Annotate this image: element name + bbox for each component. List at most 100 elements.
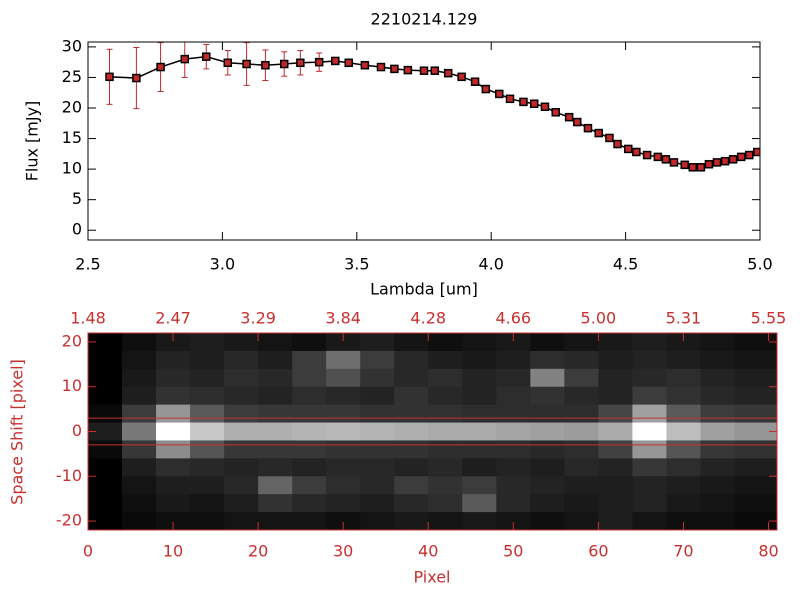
x2-tick-label: 5.31 (666, 309, 702, 328)
pixel-cell (122, 458, 157, 477)
pixel-cell (190, 494, 225, 513)
pixel-cell (326, 476, 361, 495)
pixel-cell (564, 350, 599, 370)
pixel-cell (530, 333, 565, 352)
pixel-cell (88, 422, 123, 441)
pixel-cell (598, 404, 633, 424)
point (390, 64, 399, 74)
point (419, 66, 429, 75)
pixel-cell (530, 422, 565, 441)
x2-tick-label: 4.28 (410, 309, 446, 328)
pixel-cell (326, 512, 361, 530)
pixel-cell (190, 476, 225, 495)
pixel-cell (292, 494, 327, 513)
pixel-cell (292, 476, 327, 495)
pixel-cell (156, 422, 191, 441)
pixel-cell (88, 458, 123, 477)
pixel-cell (598, 440, 633, 459)
pixel-cell (394, 333, 429, 352)
pixel-cell (632, 440, 667, 459)
point (572, 117, 582, 127)
plot-frame (87, 41, 761, 241)
point (443, 68, 453, 78)
x-axis-label: Pixel (413, 568, 450, 587)
pixel-cell (224, 476, 259, 495)
pixel-cell (496, 440, 531, 459)
point (632, 147, 641, 157)
point (753, 147, 760, 157)
pixel-cell (428, 333, 463, 352)
x-tick-label: 5.0 (747, 255, 772, 274)
pixel-cell (530, 368, 565, 388)
pixel-cell (326, 422, 361, 441)
x-tick-label: 10 (163, 542, 183, 561)
pixel-cell (598, 333, 633, 352)
point (661, 155, 671, 164)
y-tick-label: 30 (62, 36, 82, 55)
pixel-cell (326, 368, 361, 388)
point (180, 54, 190, 64)
x-tick-label: 4.5 (613, 255, 638, 274)
pixel-cell (598, 386, 633, 406)
pixel-cell (734, 404, 777, 424)
pixel-cell (258, 350, 293, 370)
pixel-cell (700, 350, 735, 370)
pixel-cell (190, 422, 225, 441)
pixel-cell (598, 512, 633, 530)
y-tick-label: 0 (72, 421, 82, 440)
pixel-cell (700, 458, 735, 477)
pixel-cell (428, 422, 463, 441)
pixel-cell (224, 440, 259, 459)
pixel-cell (156, 494, 191, 513)
pixel-cell (666, 512, 701, 530)
pixel-cell (530, 350, 565, 370)
point (594, 128, 603, 138)
pixel-cell (292, 333, 327, 352)
pixel-cell (394, 386, 429, 406)
pixel-cell (530, 440, 565, 459)
pixel-cell (598, 422, 633, 441)
x2-tick-label: 2.47 (155, 309, 191, 328)
point (551, 108, 560, 117)
pixel-cell (122, 368, 157, 388)
pixel-cell (360, 494, 395, 513)
point (642, 150, 652, 160)
pixel-cell (666, 440, 701, 459)
pixel-cell (632, 494, 667, 513)
pixel-cell (394, 494, 429, 513)
point (105, 72, 114, 82)
y-tick-label: 15 (62, 128, 82, 147)
pixel-cell (462, 404, 497, 424)
pixel-cell (326, 458, 361, 477)
pixel-cell (496, 404, 531, 424)
point (403, 65, 413, 75)
x-tick-label: 3.0 (210, 255, 235, 274)
x2-tick-label: 3.84 (325, 309, 361, 328)
pixel-cell (88, 333, 123, 352)
pixel-cell (564, 386, 599, 406)
point (519, 97, 528, 107)
pixel-cell (88, 494, 123, 513)
pixel-cell (700, 494, 735, 513)
x-tick-label: 50 (503, 542, 523, 561)
y-axis-label: Space Shift [pixel] (8, 359, 27, 505)
pixel-cell (122, 422, 157, 441)
pixel-cell (224, 368, 259, 388)
pixel-cell (122, 476, 157, 495)
pixel-cell (394, 350, 429, 370)
pixel-cell (156, 368, 191, 388)
pixel-cell (632, 422, 667, 441)
pixel-cell (394, 476, 429, 495)
x-tick-label: 80 (758, 542, 778, 561)
pixel-cell (632, 386, 667, 406)
pixel-cell (360, 422, 395, 441)
pixel-cell (666, 422, 701, 441)
point (331, 56, 340, 66)
pixel-cell (530, 512, 565, 530)
pixel-cell (224, 422, 259, 441)
pixel-cell (700, 422, 735, 441)
pixel-cell (258, 458, 293, 477)
pixel-cell (734, 368, 777, 388)
pixel-cell (258, 333, 293, 352)
point (344, 58, 353, 68)
